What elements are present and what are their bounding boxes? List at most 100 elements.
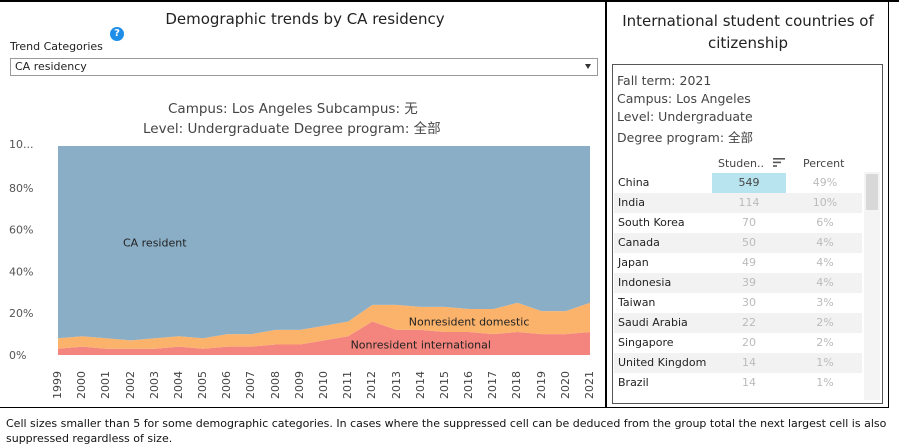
table-row[interactable]: Singapore 20 2% xyxy=(614,333,862,353)
x-tick-label: 2017 xyxy=(486,371,500,399)
student-percent: 4% xyxy=(816,276,834,289)
student-count[interactable]: 30 xyxy=(742,296,756,309)
x-tick-label: 2001 xyxy=(99,371,113,399)
y-tick-label: 0% xyxy=(9,349,26,362)
table-row[interactable]: China 549 49% xyxy=(614,173,862,193)
country-name: China xyxy=(618,176,650,189)
area-nonresident-domestic[interactable] xyxy=(58,302,590,349)
country-name: Canada xyxy=(618,236,660,249)
x-tick-label: 2007 xyxy=(244,371,258,399)
column-header-students[interactable]: Studen.. xyxy=(718,157,764,170)
x-tick-label: 2020 xyxy=(558,371,572,399)
meta-degree: Degree program: 全部 xyxy=(617,130,754,145)
table-row[interactable]: India 114 10% xyxy=(614,193,862,213)
country-name: Japan xyxy=(618,256,649,269)
student-count[interactable]: 39 xyxy=(742,276,756,289)
x-tick-label: 1999 xyxy=(51,371,64,399)
area-label: Nonresident international xyxy=(351,339,491,352)
trend-categories-label: Trend Categories xyxy=(10,40,103,53)
y-tick-label: 20% xyxy=(9,307,33,320)
table-row[interactable]: South Korea 70 6% xyxy=(614,213,862,233)
help-icon[interactable]: ? xyxy=(110,27,124,41)
student-percent: 1% xyxy=(816,356,834,369)
x-tick-label: 2006 xyxy=(220,371,234,399)
area-chart: 0% 20% 40% 60% 80% 10... Nonresident internat… xyxy=(9,140,590,362)
country-name: India xyxy=(618,196,645,209)
x-tick-label: 2005 xyxy=(196,371,210,399)
student-count[interactable]: 114 xyxy=(738,196,760,209)
x-tick-label: 2004 xyxy=(171,371,185,399)
student-percent: 2% xyxy=(816,336,834,349)
table-row[interactable]: Japan 49 4% xyxy=(614,253,862,273)
x-tick-label: 2009 xyxy=(292,371,306,399)
y-tick-label: 60% xyxy=(9,224,33,237)
filter-level-degree: Level: Undergraduate Degree program: 全部 xyxy=(143,121,441,137)
meta-level: Level: Undergraduate xyxy=(617,109,753,124)
x-tick-label: 2002 xyxy=(123,371,137,399)
column-header-percent[interactable]: Percent xyxy=(803,157,845,170)
student-percent: 3% xyxy=(816,296,834,309)
student-count[interactable]: 14 xyxy=(742,376,756,389)
chevron-down-icon xyxy=(585,64,591,69)
x-tick-label: 2003 xyxy=(147,371,161,399)
student-count[interactable]: 20 xyxy=(742,336,756,349)
right-panel-title: International student countries of citiz… xyxy=(610,10,886,54)
x-tick-label: 2021 xyxy=(583,371,596,399)
student-percent: 10% xyxy=(812,196,838,209)
area-ca-resident[interactable] xyxy=(58,146,590,341)
panel-divider xyxy=(605,0,607,408)
country-name: Brazil xyxy=(618,376,649,389)
sort-descending-icon[interactable] xyxy=(773,158,785,167)
student-count[interactable]: 14 xyxy=(742,356,756,369)
x-tick-label: 2019 xyxy=(534,371,548,399)
student-count[interactable]: 549 xyxy=(712,173,786,193)
table-row[interactable]: Taiwan 30 3% xyxy=(614,293,862,313)
student-percent: 4% xyxy=(816,236,834,249)
x-tick-label: 2008 xyxy=(268,371,282,399)
x-tick-label: 2016 xyxy=(462,371,476,399)
table-row[interactable]: Indonesia 39 4% xyxy=(614,273,862,293)
x-tick-label: 2010 xyxy=(317,371,330,399)
table-row[interactable]: United Kingdom 14 1% xyxy=(614,353,862,373)
student-percent: 4% xyxy=(816,256,834,269)
student-count[interactable]: 50 xyxy=(742,236,756,249)
country-name: United Kingdom xyxy=(618,356,707,369)
student-count[interactable]: 70 xyxy=(742,216,756,229)
y-tick-label: 40% xyxy=(9,265,33,278)
student-count[interactable]: 49 xyxy=(742,256,756,269)
y-tick-label: 80% xyxy=(9,182,33,195)
student-percent: 49% xyxy=(812,176,838,189)
x-tick-label: 2012 xyxy=(365,371,379,399)
filter-campus-subcampus: Campus: Los Angeles Subcampus: 无 xyxy=(168,101,418,117)
table-scrollbar[interactable] xyxy=(864,172,880,400)
area-label: CA resident xyxy=(123,236,187,249)
trend-categories-dropdown[interactable]: CA residency xyxy=(10,58,598,76)
table-scrollbar-thumb[interactable] xyxy=(866,174,878,210)
country-name: South Korea xyxy=(618,216,685,229)
right-title-line1: International student countries of xyxy=(622,12,874,30)
x-tick-label: 2015 xyxy=(437,371,451,399)
x-tick-label: 2013 xyxy=(389,371,403,399)
country-table-body: China 549 49% India 114 10% South Korea 70 6% Can… xyxy=(612,173,864,401)
country-name: Singapore xyxy=(618,336,674,349)
meta-campus: Campus: Los Angeles xyxy=(617,91,751,106)
bottom-border xyxy=(0,407,889,408)
fall-term: Fall term: 2021 xyxy=(617,73,712,88)
country-table-panel xyxy=(612,64,883,404)
table-row[interactable]: Brazil 14 1% xyxy=(614,373,862,393)
top-border xyxy=(0,0,899,2)
x-tick-label: 2014 xyxy=(413,371,427,399)
right-border xyxy=(888,0,889,408)
table-row[interactable]: Canada 50 4% xyxy=(614,233,862,253)
student-percent: 2% xyxy=(816,316,834,329)
student-percent: 6% xyxy=(816,216,834,229)
country-name: Taiwan xyxy=(618,296,656,309)
student-count[interactable]: 22 xyxy=(742,316,756,329)
dropdown-selected-value: CA residency xyxy=(15,60,87,73)
left-panel-title: Demographic trends by CA residency xyxy=(165,10,445,28)
country-name: Saudi Arabia xyxy=(618,316,688,329)
area-nonresident-international[interactable] xyxy=(58,321,590,355)
table-row[interactable]: Saudi Arabia 22 2% xyxy=(614,313,862,333)
student-percent: 1% xyxy=(816,376,834,389)
x-tick-label: 2018 xyxy=(510,371,524,399)
